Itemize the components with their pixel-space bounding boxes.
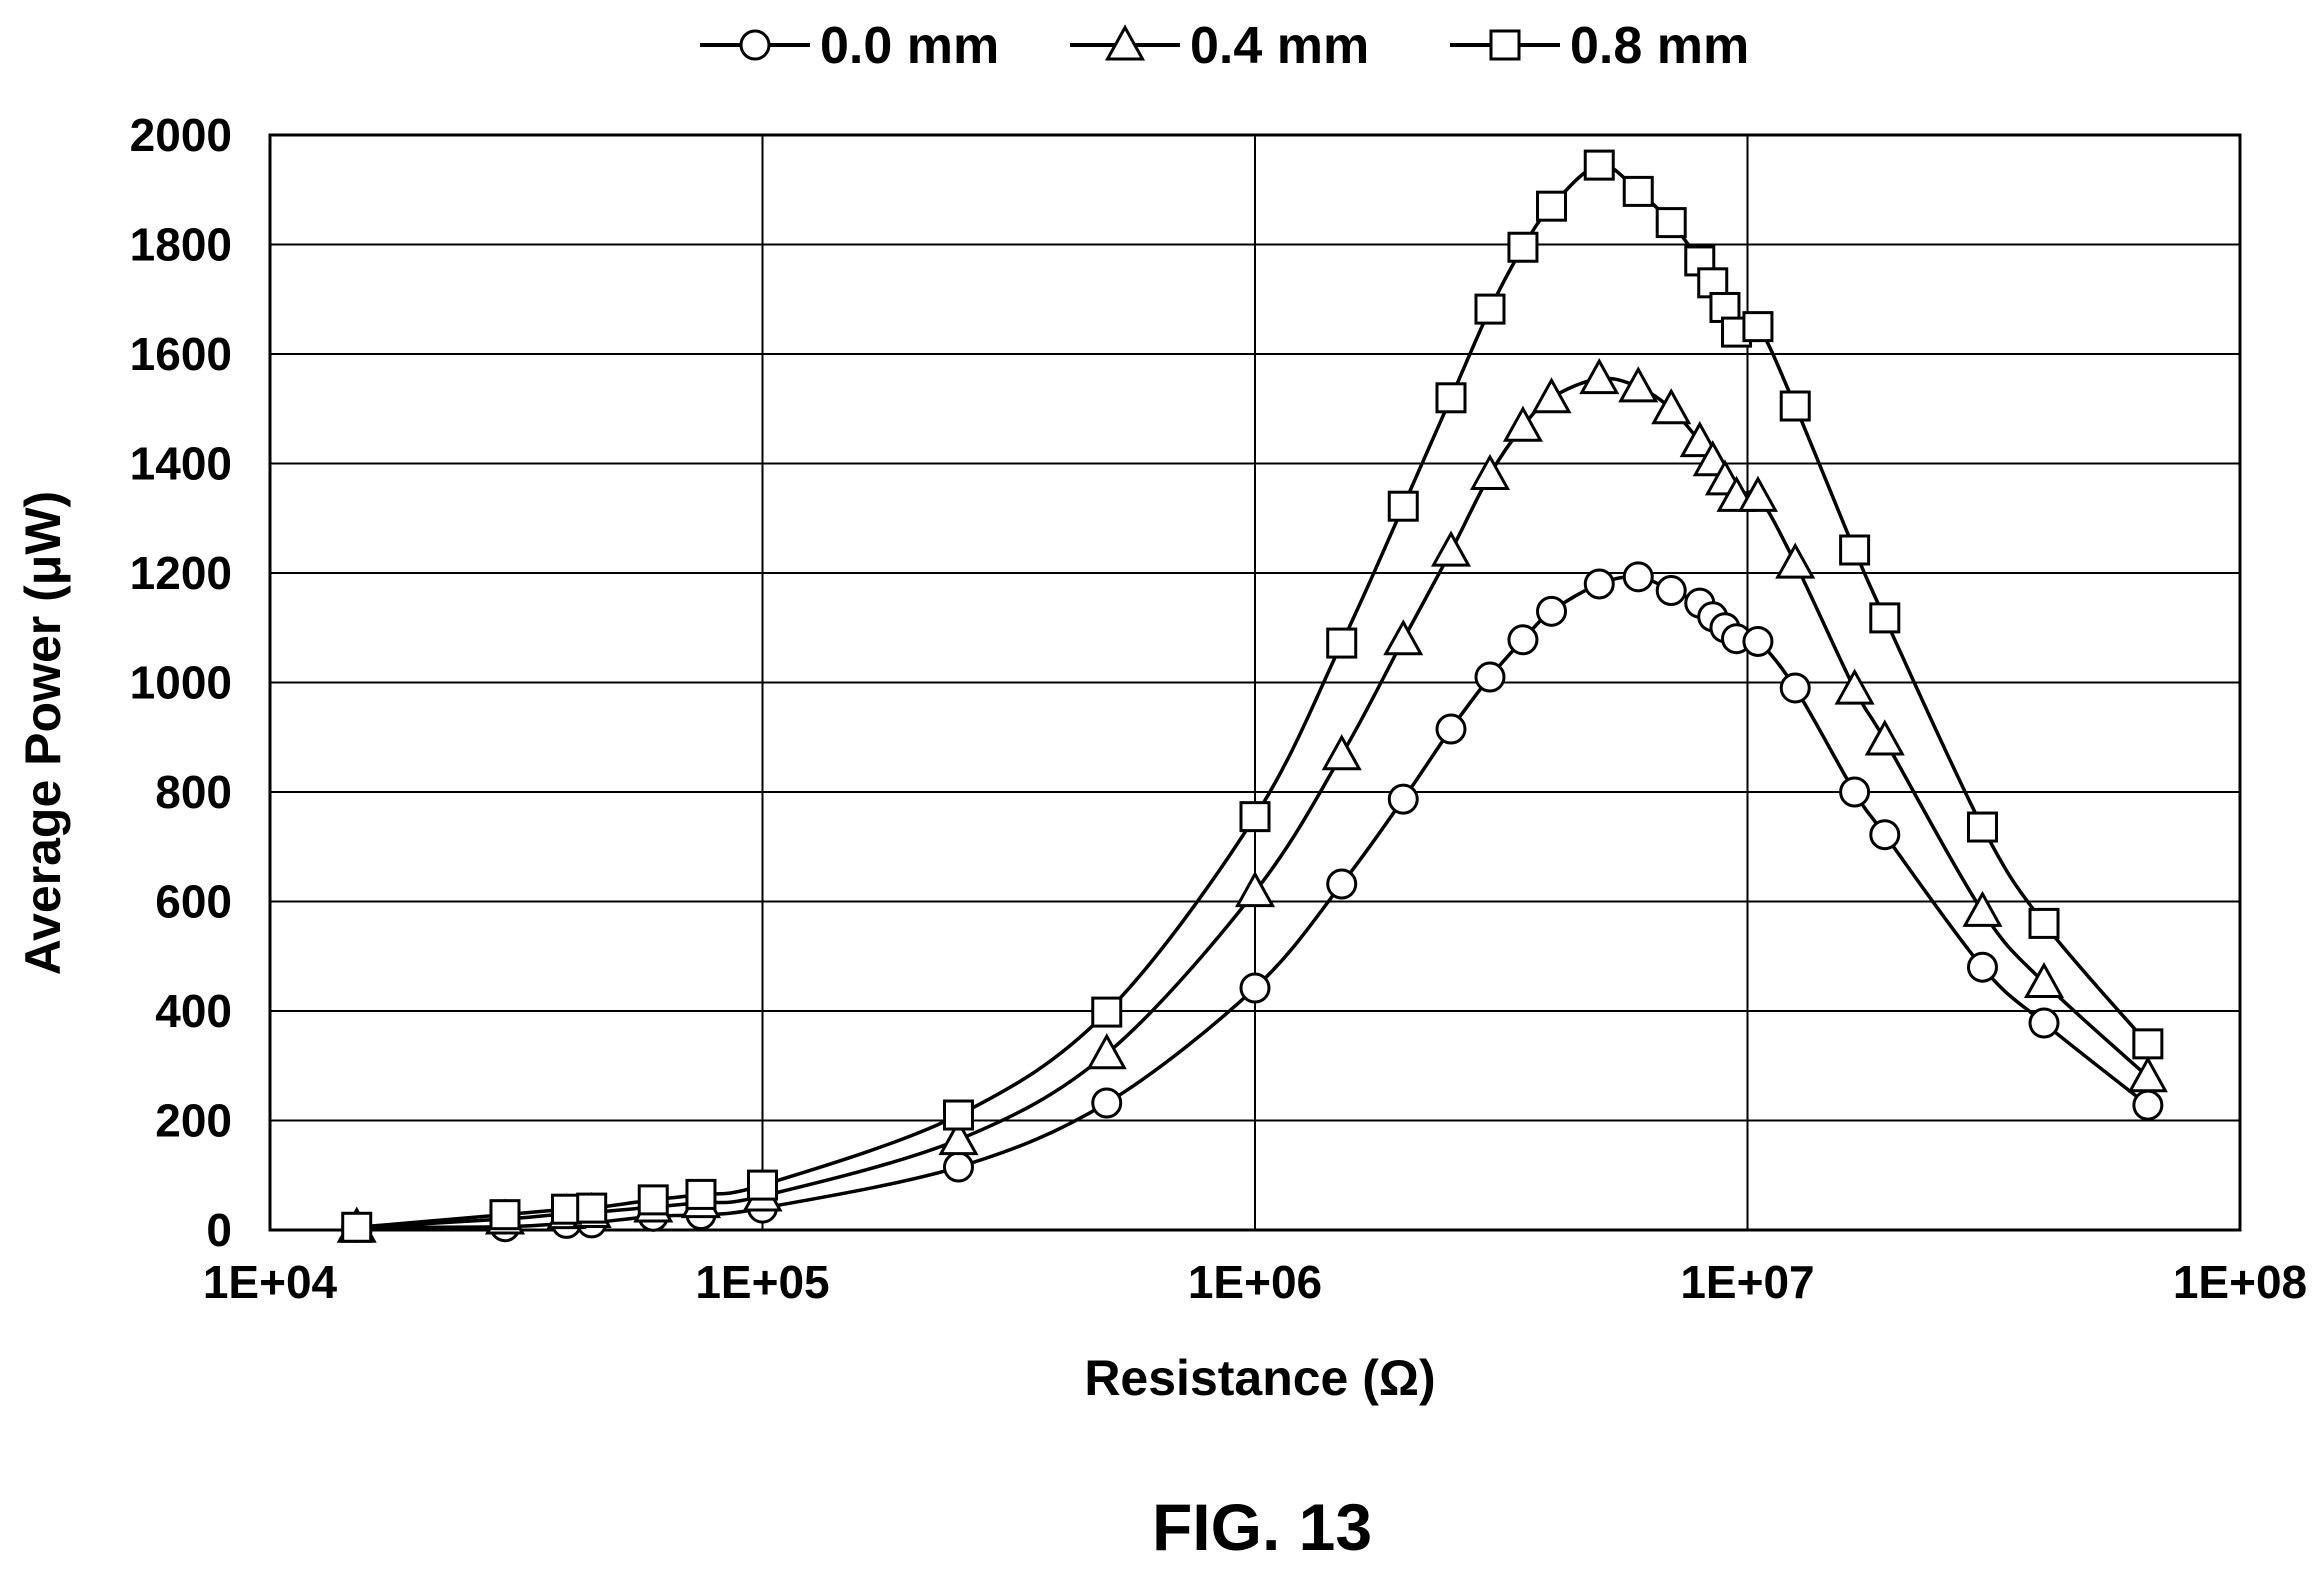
data-point-square bbox=[2028, 907, 2060, 939]
legend: 0.0 mm 0.4 mm 0.8 mm bbox=[700, 17, 1749, 75]
data-point-square bbox=[2132, 1028, 2164, 1060]
legend-label: 0.4 mm bbox=[1190, 17, 1369, 75]
y-tick-label: 200 bbox=[155, 1095, 232, 1147]
data-point-square bbox=[341, 1211, 373, 1243]
data-point-triangle bbox=[1618, 366, 1659, 403]
y-tick-label: 1600 bbox=[130, 328, 232, 380]
data-point-circle bbox=[1839, 776, 1871, 808]
data-point-circle bbox=[1742, 625, 1774, 657]
y-tick-label: 400 bbox=[155, 985, 232, 1037]
data-point-triangle bbox=[1234, 871, 1276, 908]
y-tick-label: 1200 bbox=[130, 547, 232, 599]
data-point-triangle bbox=[1321, 734, 1362, 771]
data-point-square bbox=[1583, 149, 1615, 181]
data-point-square bbox=[576, 1192, 608, 1224]
legend-circle-marker bbox=[739, 29, 771, 61]
x-tick-label: 1E+07 bbox=[1680, 1256, 1814, 1308]
data-point-triangle bbox=[1775, 542, 1816, 579]
y-tick-label: 0 bbox=[206, 1204, 232, 1256]
y-tick-label: 1000 bbox=[130, 657, 232, 709]
data-point-square bbox=[1839, 534, 1871, 566]
y-tick-label: 1400 bbox=[130, 438, 232, 490]
data-point-circle bbox=[2132, 1089, 2164, 1121]
data-point-square bbox=[1435, 382, 1467, 414]
data-point-triangle bbox=[1962, 890, 2003, 927]
y-tick-label: 2000 bbox=[130, 109, 232, 161]
data-point-square bbox=[1326, 627, 1358, 659]
data-point-circle bbox=[2028, 1007, 2060, 1039]
figure-caption: FIG. 13 bbox=[1152, 1490, 1372, 1564]
data-point-circle bbox=[1091, 1087, 1123, 1119]
data-point-square bbox=[637, 1184, 669, 1216]
data-point-triangle bbox=[1864, 719, 1905, 756]
legend-label: 0.0 mm bbox=[820, 17, 999, 75]
data-point-circle bbox=[1536, 595, 1568, 627]
data-point-square bbox=[1507, 231, 1539, 263]
x-tick-label: 1E+05 bbox=[695, 1256, 829, 1308]
plot-area-frame bbox=[268, 133, 2242, 1232]
series-markers bbox=[336, 149, 2168, 1243]
data-point-triangle bbox=[2023, 961, 2065, 999]
data-point-square bbox=[685, 1178, 717, 1210]
data-point-circle bbox=[1435, 713, 1467, 745]
data-point-square bbox=[1536, 190, 1568, 222]
data-point-triangle bbox=[1834, 668, 1875, 705]
data-point-circle bbox=[1779, 672, 1811, 704]
data-point-square bbox=[1869, 602, 1901, 634]
x-tick-label: 1E+06 bbox=[1188, 1256, 1322, 1308]
data-point-triangle bbox=[2127, 1056, 2168, 1093]
data-point-circle bbox=[1387, 783, 1419, 815]
data-point-triangle bbox=[1086, 1033, 1127, 1070]
data-point-triangle bbox=[1651, 388, 1692, 425]
data-point-circle bbox=[1966, 951, 1998, 983]
y-tick-label: 1800 bbox=[130, 219, 232, 271]
legend-triangle-marker bbox=[1104, 24, 1146, 61]
y-axis-title: Average Power (μW) bbox=[15, 491, 71, 975]
y-axis-ticks: 0 200 400 600 800 1000 1200 1400 1600 1800 2000 bbox=[130, 109, 232, 1256]
data-point-circle bbox=[1622, 561, 1654, 593]
data-point-circle bbox=[942, 1151, 974, 1183]
data-point-triangle bbox=[1430, 530, 1472, 567]
data-point-square bbox=[942, 1099, 974, 1131]
y-tick-label: 600 bbox=[155, 876, 232, 928]
data-point-square bbox=[747, 1169, 778, 1201]
data-point-triangle bbox=[1579, 358, 1620, 395]
x-axis-ticks: 1E+04 1E+05 1E+06 1E+07 1E+08 bbox=[203, 1256, 2307, 1308]
data-point-triangle bbox=[938, 1119, 979, 1156]
data-point-square bbox=[1239, 801, 1271, 833]
x-tick-label: 1E+08 bbox=[2173, 1256, 2307, 1308]
x-axis-title: Resistance (Ω) bbox=[1084, 1350, 1435, 1406]
data-point-square bbox=[1622, 175, 1654, 207]
data-point-circle bbox=[1474, 661, 1506, 693]
data-point-triangle bbox=[1531, 377, 1572, 414]
data-point-circle bbox=[1326, 868, 1358, 900]
data-point-circle bbox=[1583, 568, 1615, 600]
data-point-square bbox=[1655, 207, 1687, 239]
data-point-triangle bbox=[1383, 619, 1424, 656]
data-point-circle bbox=[1869, 819, 1901, 851]
data-point-square bbox=[1742, 311, 1774, 343]
y-tick-label: 800 bbox=[155, 766, 232, 818]
data-point-triangle bbox=[1469, 453, 1511, 490]
data-point-square bbox=[1091, 996, 1123, 1028]
data-point-circle bbox=[1655, 575, 1687, 607]
data-point-triangle bbox=[1679, 421, 1720, 458]
legend-square-marker bbox=[1489, 29, 1521, 61]
legend-label: 0.8 mm bbox=[1570, 17, 1749, 75]
x-tick-label: 1E+04 bbox=[203, 1256, 338, 1308]
data-point-circle bbox=[1239, 972, 1271, 1004]
data-point-square bbox=[1387, 490, 1419, 522]
data-point-square bbox=[489, 1199, 521, 1231]
data-point-square bbox=[1474, 293, 1506, 325]
data-point-square bbox=[1779, 390, 1811, 422]
data-point-square bbox=[1966, 811, 1998, 843]
data-point-triangle bbox=[1737, 475, 1778, 512]
data-point-circle bbox=[1507, 624, 1539, 656]
data-point-triangle bbox=[1502, 405, 1544, 442]
